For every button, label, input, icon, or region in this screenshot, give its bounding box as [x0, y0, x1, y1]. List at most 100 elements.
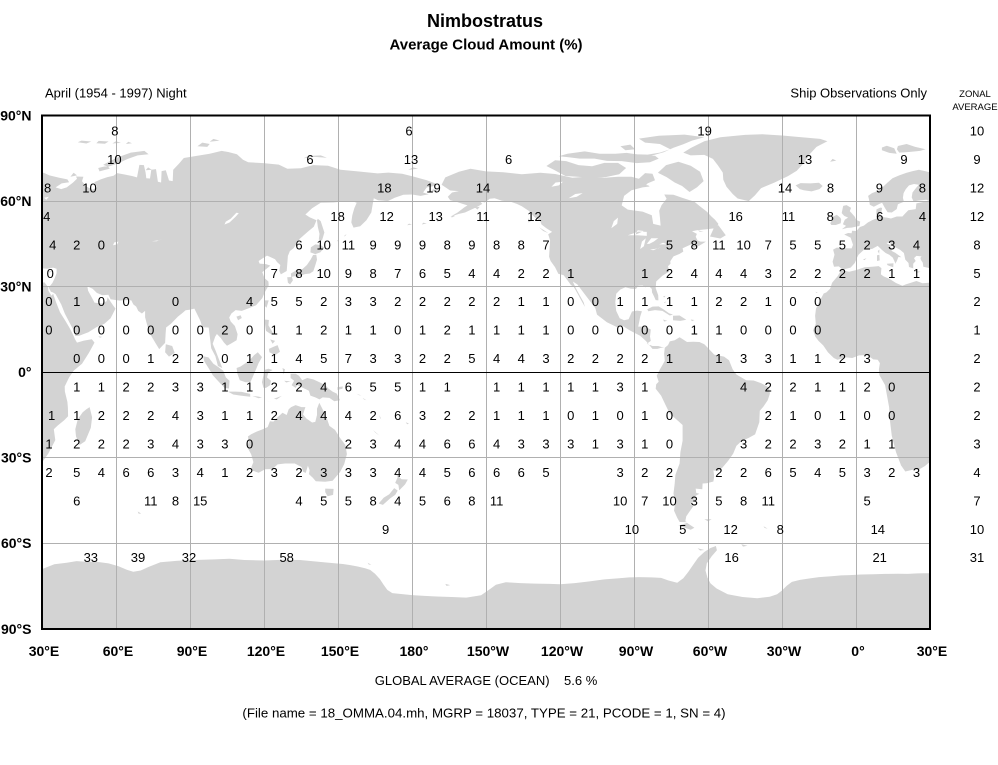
svg-text:Nimbostratus: Nimbostratus [427, 11, 543, 31]
svg-text:1: 1 [641, 436, 648, 451]
svg-text:2: 2 [468, 408, 475, 423]
svg-text:12: 12 [970, 180, 984, 195]
svg-text:4: 4 [345, 408, 352, 423]
svg-text:1: 1 [246, 351, 253, 366]
svg-text:2: 2 [394, 294, 401, 309]
svg-text:3: 3 [271, 465, 278, 480]
svg-text:2: 2 [271, 408, 278, 423]
svg-text:5: 5 [789, 237, 796, 252]
svg-text:1: 1 [641, 266, 648, 281]
svg-text:3: 3 [542, 436, 549, 451]
svg-text:7: 7 [542, 237, 549, 252]
svg-text:0: 0 [98, 294, 105, 309]
svg-text:1: 1 [45, 436, 52, 451]
svg-text:8: 8 [444, 237, 451, 252]
svg-text:2: 2 [789, 266, 796, 281]
svg-text:1: 1 [839, 408, 846, 423]
svg-text:4: 4 [295, 493, 302, 508]
svg-text:4: 4 [468, 266, 475, 281]
svg-text:9: 9 [973, 152, 980, 167]
svg-text:2: 2 [295, 380, 302, 395]
svg-text:3: 3 [369, 351, 376, 366]
svg-text:0: 0 [592, 294, 599, 309]
svg-text:April (1954 - 1997) Night: April (1954 - 1997) Night [45, 86, 187, 101]
svg-text:2: 2 [45, 465, 52, 480]
svg-text:6: 6 [295, 237, 302, 252]
svg-text:0: 0 [740, 323, 747, 338]
svg-text:2: 2 [444, 351, 451, 366]
svg-text:0: 0 [98, 237, 105, 252]
svg-text:3: 3 [369, 436, 376, 451]
svg-text:10: 10 [970, 522, 984, 537]
svg-text:2: 2 [73, 436, 80, 451]
svg-text:2: 2 [320, 294, 327, 309]
svg-text:GLOBAL AVERAGE (OCEAN) 5.6: GLOBAL AVERAGE (OCEAN) 5.6 % [375, 673, 598, 688]
svg-text:2: 2 [973, 351, 980, 366]
svg-text:39: 39 [131, 550, 145, 565]
svg-text:3: 3 [419, 408, 426, 423]
svg-text:2: 2 [765, 408, 772, 423]
svg-text:6: 6 [468, 465, 475, 480]
svg-text:10: 10 [107, 152, 121, 167]
svg-text:0: 0 [172, 294, 179, 309]
svg-text:2: 2 [789, 380, 796, 395]
svg-text:5: 5 [839, 465, 846, 480]
svg-text:8: 8 [691, 237, 698, 252]
svg-text:11: 11 [762, 493, 776, 508]
svg-text:1: 1 [419, 323, 426, 338]
svg-text:2: 2 [740, 294, 747, 309]
svg-text:4: 4 [246, 294, 253, 309]
svg-text:0°: 0° [18, 364, 31, 380]
svg-text:7: 7 [973, 493, 980, 508]
svg-text:3: 3 [888, 237, 895, 252]
svg-text:1: 1 [48, 408, 55, 423]
svg-text:1: 1 [73, 294, 80, 309]
svg-text:2: 2 [493, 294, 500, 309]
svg-text:2: 2 [839, 436, 846, 451]
svg-text:3: 3 [616, 436, 623, 451]
svg-text:8: 8 [777, 522, 784, 537]
svg-text:0: 0 [172, 323, 179, 338]
svg-text:30°E: 30°E [917, 643, 948, 659]
svg-text:6: 6 [122, 465, 129, 480]
svg-text:1: 1 [592, 380, 599, 395]
svg-text:14: 14 [778, 180, 792, 195]
svg-text:60°N: 60°N [0, 193, 31, 209]
svg-text:2: 2 [814, 266, 821, 281]
svg-text:8: 8 [172, 493, 179, 508]
svg-text:1: 1 [765, 294, 772, 309]
svg-text:1: 1 [641, 408, 648, 423]
svg-text:2: 2 [839, 266, 846, 281]
svg-text:3: 3 [197, 408, 204, 423]
svg-text:3: 3 [765, 351, 772, 366]
svg-text:1: 1 [147, 351, 154, 366]
svg-text:11: 11 [712, 237, 726, 252]
svg-text:1: 1 [345, 323, 352, 338]
svg-text:1: 1 [518, 408, 525, 423]
svg-text:1: 1 [666, 351, 673, 366]
svg-text:1: 1 [221, 380, 228, 395]
svg-text:21: 21 [872, 550, 886, 565]
svg-text:4: 4 [814, 465, 821, 480]
svg-text:4: 4 [49, 237, 56, 252]
svg-text:7: 7 [271, 266, 278, 281]
svg-text:1: 1 [221, 465, 228, 480]
svg-text:15: 15 [193, 493, 207, 508]
svg-text:1: 1 [98, 380, 105, 395]
svg-text:3: 3 [518, 436, 525, 451]
svg-text:2: 2 [345, 436, 352, 451]
svg-text:4: 4 [172, 436, 179, 451]
svg-text:0: 0 [666, 323, 673, 338]
svg-text:0: 0 [73, 351, 80, 366]
svg-text:8: 8 [919, 180, 926, 195]
svg-text:0: 0 [147, 323, 154, 338]
svg-text:5: 5 [320, 351, 327, 366]
svg-text:4: 4 [919, 209, 926, 224]
svg-text:0: 0 [863, 408, 870, 423]
svg-text:2: 2 [271, 380, 278, 395]
svg-text:2: 2 [715, 465, 722, 480]
svg-text:0: 0 [47, 266, 54, 281]
svg-text:12: 12 [970, 209, 984, 224]
svg-text:1: 1 [789, 351, 796, 366]
svg-text:7: 7 [394, 266, 401, 281]
